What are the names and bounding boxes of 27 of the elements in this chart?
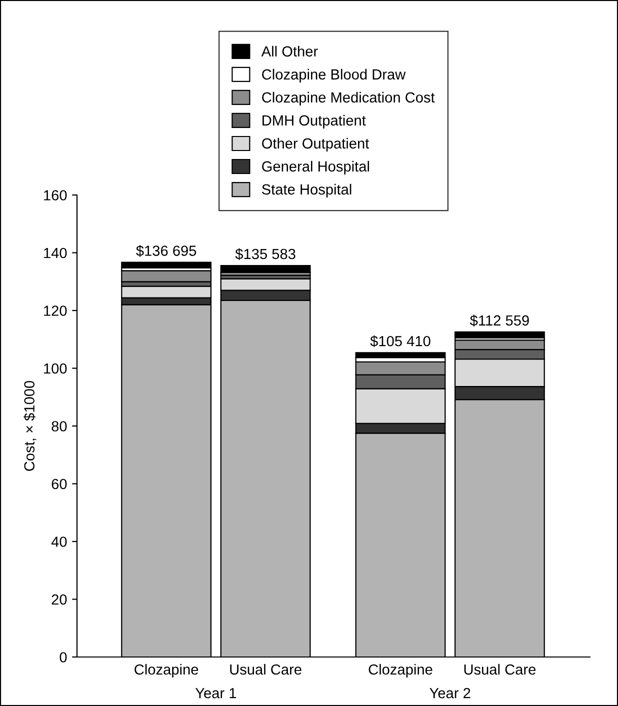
legend-label: All Other	[261, 46, 318, 57]
legend-label: Other Outpatient	[262, 138, 370, 152]
y-axis-title: Cost, × $1000	[24, 380, 36, 471]
x-tick-label: Usual Care	[230, 664, 302, 675]
y-tick-label: 80	[52, 421, 67, 432]
total-label: $112 559	[470, 314, 529, 327]
legend-label: DMH Outpatient	[262, 114, 366, 128]
y-tick-label: 160	[44, 190, 67, 200]
y-tick-label: 60	[52, 478, 67, 490]
y-tick-label: 0	[60, 652, 67, 662]
text: Year 1	[195, 688, 236, 698]
total-label: $105 410	[370, 335, 430, 348]
y-tick-label: 40	[51, 536, 67, 547]
text: Year 2	[430, 688, 470, 698]
legend-label: Clozapine Medication Cost	[262, 92, 435, 106]
legend-label: General Hospital	[262, 160, 369, 174]
legend-label: Clozapine Blood Draw	[262, 68, 406, 82]
y-tick-label: 140	[44, 248, 67, 258]
legend-label: State Hospital	[262, 184, 352, 198]
total-label: $135 583	[235, 248, 296, 260]
x-tick-label: Clozapine	[368, 664, 432, 678]
y-tick-label: 120	[44, 306, 67, 316]
y-tick-label: 100	[44, 363, 67, 374]
x-tick-label: Clozapine	[134, 664, 198, 678]
x-tick-label: Usual Care	[464, 664, 536, 675]
total-label: $136 695	[136, 245, 196, 257]
y-tick-label: 20	[52, 594, 67, 605]
